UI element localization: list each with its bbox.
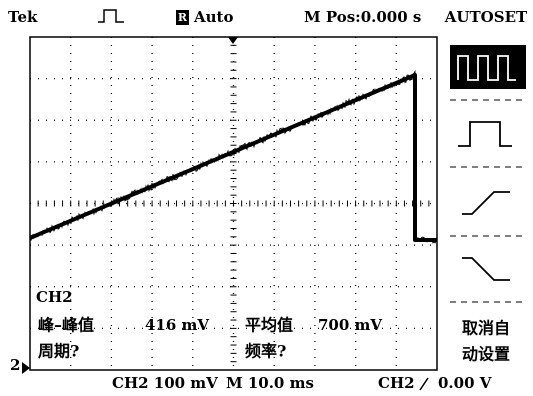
channel-scale: CH2 100 mV [112,374,218,392]
measurement-channel: CH2 [36,288,73,306]
falling-edge-icon[interactable] [462,258,510,280]
trigger-position-marker [228,37,238,44]
trigger-state: R [178,11,188,24]
measurement-value: 700 mV [318,316,382,334]
measurement-label: 周期? [38,342,79,361]
trigger-source: CH2 [378,374,415,392]
menu-title: AUTOSET [444,8,528,26]
channel-marker: 2 [10,356,20,374]
measurement-value: 416 mV [145,316,209,334]
oscilloscope-screen: Tek R Auto M Pos:0.000 s AUTOSET 取消自 动设置… [0,0,533,396]
measurement-label: 频率? [245,342,286,361]
trigger-mode: Auto [193,8,233,26]
trigger-slope-icon [420,378,428,390]
trigger-icon [98,10,124,22]
trigger-level: 0.00 V [438,374,492,392]
measurement-label: 平均值 [245,316,293,335]
time-scale: M 10.0 ms [226,374,314,392]
measurement-label: 峰–峰值 [38,316,94,335]
pulse-icon[interactable] [458,122,512,146]
horizontal-position: M Pos:0.000 s [304,8,421,26]
menu-button-line[interactable]: 取消自 [462,319,510,338]
menu-button-line[interactable]: 动设置 [462,345,510,364]
rising-edge-icon[interactable] [462,192,510,214]
brand: Tek [8,8,38,26]
ground-marker [22,362,30,374]
